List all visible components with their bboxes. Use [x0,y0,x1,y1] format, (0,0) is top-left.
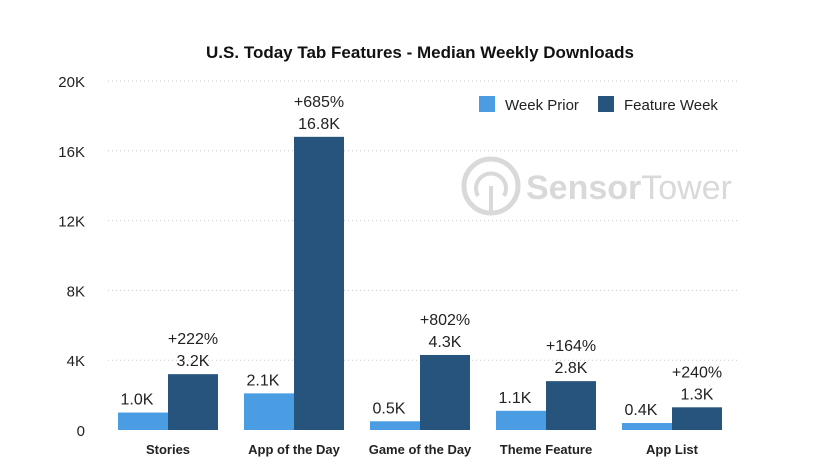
bar-week-prior [496,410,546,430]
y-axis: 0 4K 8K 12K 16K 20K [58,74,85,440]
bar-feature-week [294,136,344,430]
bars: 1.0K 3.2K +222% 2.1K 16.8K +685% 0.5K 4.3K +802%… [118,94,722,430]
percent-change-label: +802% [420,312,470,329]
data-label: 0.4K [625,402,658,419]
x-tick-label: Stories [146,442,190,457]
x-axis: Stories App of the Day Game of the Day Them… [146,442,699,457]
data-label: 1.0K [121,392,154,409]
sensortower-logo-stem [474,171,508,197]
legend-swatch-feature-week [598,96,614,112]
watermark: SensorTower [461,156,732,216]
data-label: 1.1K [499,390,532,407]
chart-title: U.S. Today Tab Features - Median Weekly … [206,43,634,62]
legend-label-week-prior: Week Prior [505,97,579,114]
data-label: 16.8K [298,116,340,133]
y-tick-label: 4K [67,353,85,370]
y-tick-label: 8K [67,283,85,300]
y-tick-label: 12K [58,214,85,231]
x-tick-label: Game of the Day [369,442,472,457]
data-label: 2.8K [555,360,588,377]
data-label: 1.3K [681,386,714,403]
legend-swatch-week-prior [479,96,495,112]
percent-change-label: +685% [294,94,344,111]
x-tick-label: Theme Feature [500,442,592,457]
x-tick-label: App List [646,442,699,457]
legend: Week Prior Feature Week [479,96,718,114]
data-label: 2.1K [247,372,280,389]
bar-feature-week [420,354,470,430]
watermark-text: SensorTower [526,169,732,207]
percent-change-label: +222% [168,331,218,348]
percent-change-label: +240% [672,364,722,381]
bar-feature-week [672,407,722,430]
x-tick-label: App of the Day [248,442,340,457]
bar-week-prior [244,393,294,430]
bar-week-prior [118,412,168,430]
data-label: 3.2K [177,353,210,370]
legend-label-feature-week: Feature Week [624,97,718,114]
bar-week-prior [370,421,420,430]
watermark-light: Tower [641,169,732,207]
data-label: 0.5K [373,400,406,417]
y-tick-label: 20K [58,74,85,91]
bar-week-prior [622,423,672,430]
y-tick-label: 0 [77,423,85,440]
percent-change-label: +164% [546,338,596,355]
bar-feature-week [168,374,218,430]
y-tick-label: 16K [58,144,85,161]
data-label: 4.3K [429,334,462,351]
bar-feature-week [546,381,596,430]
watermark-bold: Sensor [526,169,641,207]
